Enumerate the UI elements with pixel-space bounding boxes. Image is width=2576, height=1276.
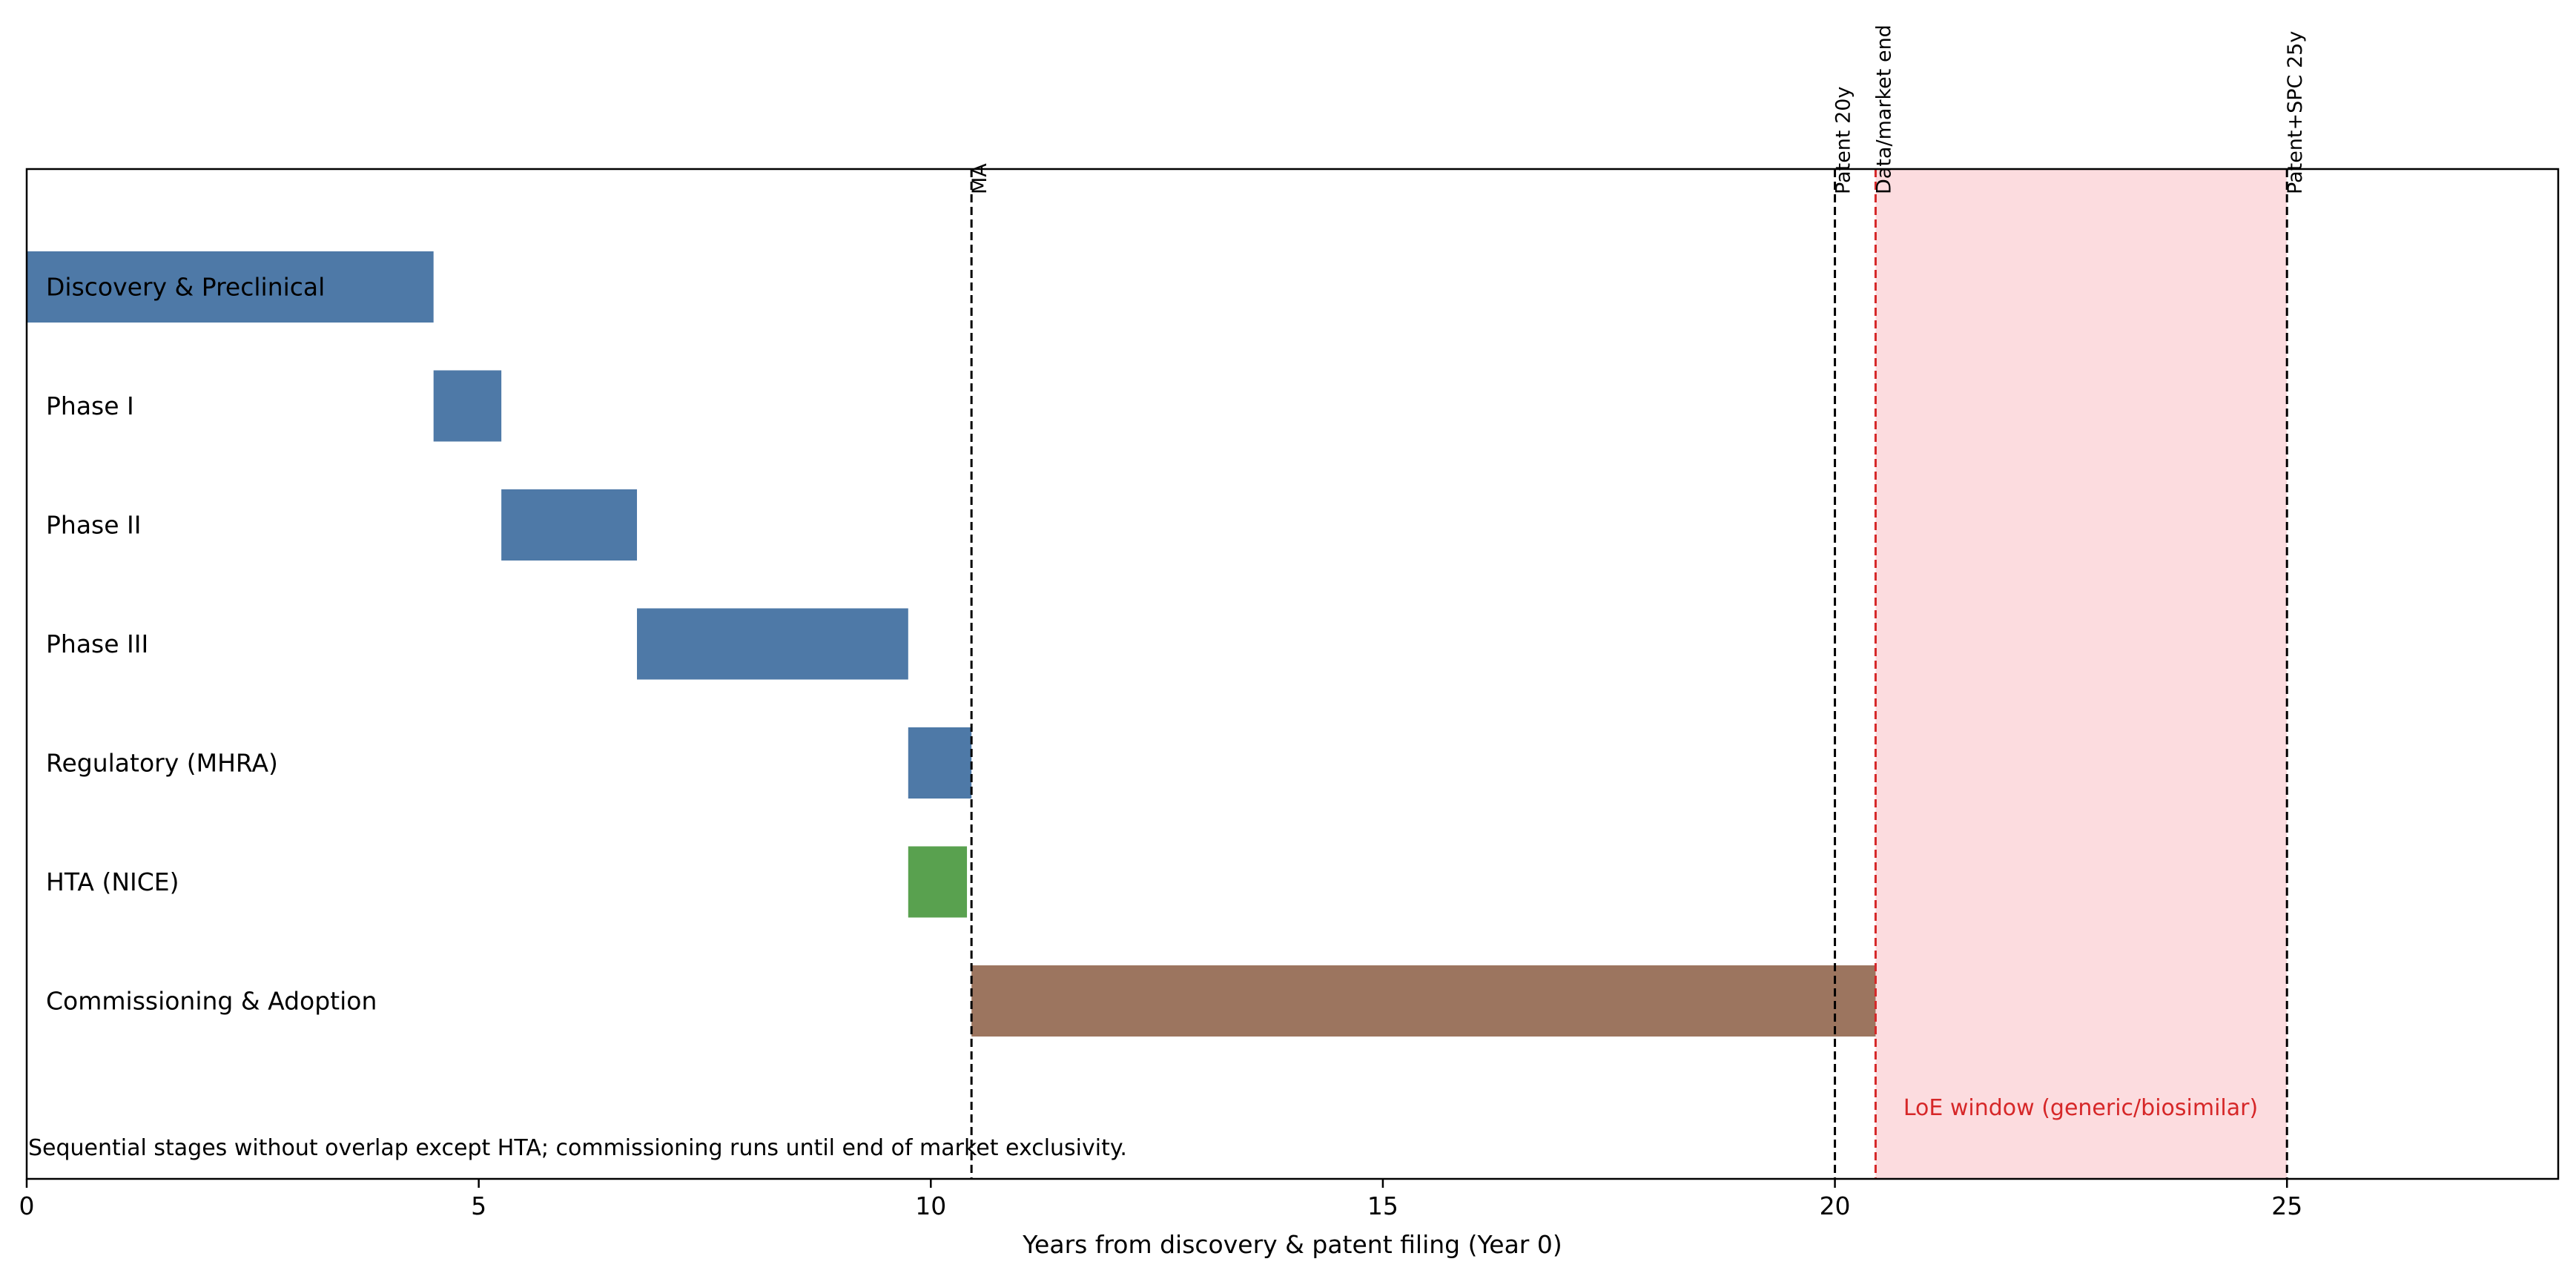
task-labels-layer: Discovery & Preclinical Phase I Phase II Ph… <box>46 273 377 1016</box>
marker-label-patent-20y: Patent 20y <box>1832 87 1855 194</box>
bar-commissioning-adoption <box>971 965 1876 1037</box>
loe-shade-layer <box>1875 169 2288 1179</box>
task-label-commissioning-adoption: Commissioning & Adoption <box>46 987 377 1016</box>
x-axis-ticks: 0 5 10 15 20 25 <box>19 1179 2302 1220</box>
task-label-discovery-preclinical: Discovery & Preclinical <box>46 273 325 302</box>
bars-layer <box>27 251 1876 1037</box>
x-tick-label: 25 <box>2271 1191 2302 1220</box>
x-axis-label: Years from discovery & patent filing (Ye… <box>1022 1230 1562 1259</box>
x-tick-label: 10 <box>915 1191 946 1220</box>
loe-window-shade <box>1875 169 2288 1179</box>
x-tick-label: 0 <box>19 1191 35 1220</box>
x-tick-label: 5 <box>471 1191 486 1220</box>
task-label-hta-nice: HTA (NICE) <box>46 867 179 896</box>
bar-phase-ii <box>501 489 638 561</box>
bar-phase-i <box>433 370 502 442</box>
markers-layer: MA Patent 20y Data/market end Patent+SPC 25… <box>968 24 2307 1179</box>
bar-discovery-preclinical <box>27 251 434 323</box>
plot-frame <box>25 168 2560 1180</box>
footnote: Sequential stages without overlap except… <box>28 1135 1127 1161</box>
task-label-regulatory-mhra: Regulatory (MHRA) <box>46 749 278 778</box>
task-label-phase-iii: Phase III <box>46 629 148 658</box>
marker-label-patent-spc-25y: Patent+SPC 25y <box>2284 31 2307 194</box>
x-tick-label: 20 <box>1820 1191 1851 1220</box>
task-label-phase-i: Phase I <box>46 391 134 420</box>
bar-phase-iii <box>637 608 908 680</box>
task-label-phase-ii: Phase II <box>46 511 142 540</box>
x-tick-label: 15 <box>1367 1191 1398 1220</box>
loe-window-label: LoE window (generic/biosimilar) <box>1903 1095 2258 1121</box>
bar-regulatory-mhra <box>908 727 972 799</box>
bar-hta-nice <box>908 846 968 918</box>
marker-label-ma: MA <box>968 163 991 194</box>
marker-label-data-market-end: Data/market end <box>1872 24 1895 194</box>
